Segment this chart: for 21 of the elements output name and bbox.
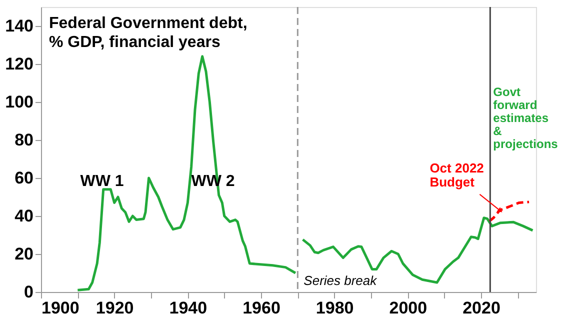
- x-tick-label: 1980: [316, 298, 354, 318]
- x-tick-label: 2000: [389, 298, 428, 318]
- y-tick-label: 40: [14, 206, 34, 226]
- y-tick-label: 60: [14, 168, 34, 188]
- x-tick-label: 2020: [462, 298, 500, 318]
- annotation: Oct 2022 Budget: [430, 160, 484, 190]
- y-tick-label: 140: [5, 16, 34, 36]
- text: Federal Government debt, % GDP, financial years: [49, 15, 248, 51]
- y-tick-label: 120: [5, 54, 34, 74]
- x-tick-label: 1960: [242, 298, 280, 318]
- ref-line-label: Govt forward estimates & projections: [493, 85, 558, 151]
- ref-line-label: Series break: [304, 273, 378, 288]
- x-tick-label: 1920: [96, 298, 134, 318]
- annotation: WW 1: [80, 173, 124, 190]
- y-tick-label: 20: [14, 244, 34, 264]
- y-tick-label: 0: [24, 282, 34, 302]
- x-tick-label: 1940: [169, 298, 208, 318]
- y-tick-label: 100: [5, 92, 34, 112]
- line-series: [488, 200, 530, 222]
- y-tick-label: 80: [14, 130, 34, 150]
- x-tick-label: 1900: [42, 298, 80, 318]
